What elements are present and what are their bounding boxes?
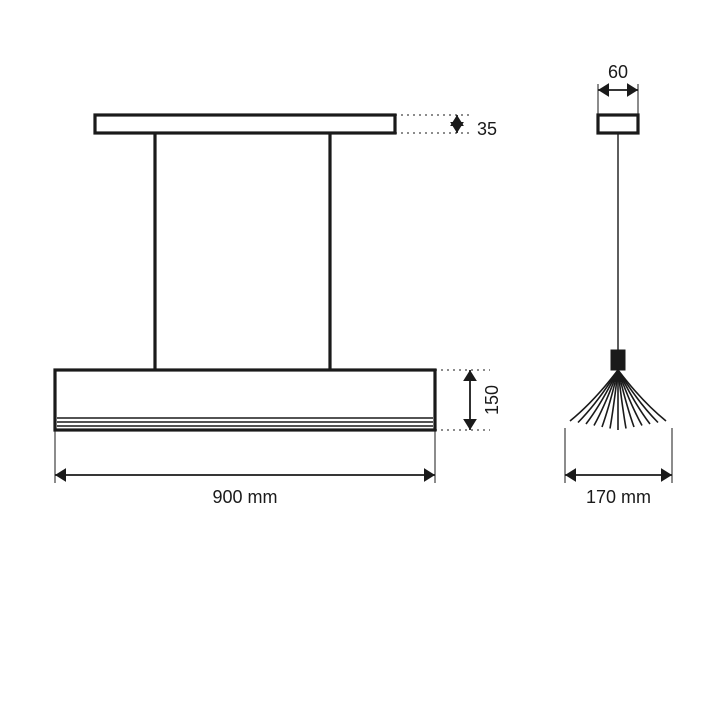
label-side-body-width: 170 mm	[586, 487, 651, 507]
side-fins	[570, 370, 666, 430]
front-canopy	[95, 115, 395, 133]
side-canopy	[598, 115, 638, 133]
label-body-height: 150	[482, 385, 502, 415]
label-side-canopy-width: 60	[608, 62, 628, 82]
side-fitting	[611, 350, 625, 370]
label-canopy-height: 35	[477, 119, 497, 139]
label-body-width: 900 mm	[212, 487, 277, 507]
front-body	[55, 370, 435, 430]
